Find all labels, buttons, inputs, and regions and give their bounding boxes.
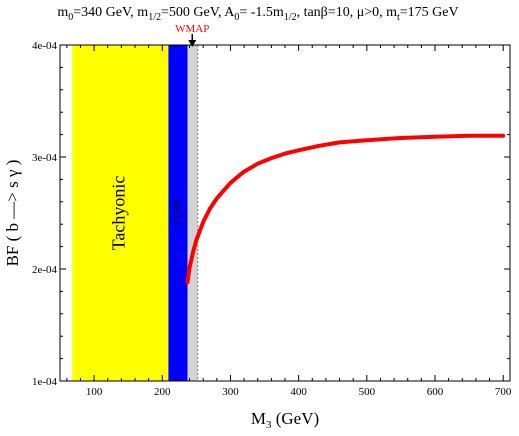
x-tick-label: 200 bbox=[154, 386, 171, 398]
series-line-0 bbox=[185, 133, 506, 285]
wmap-label: WMAP bbox=[175, 23, 209, 35]
ticks-layer: 100 200 300 400 500 600 700 1e-04 2e-04 3e-04 4e-0… bbox=[32, 40, 512, 398]
y-tick-label: 3e-04 bbox=[32, 152, 58, 164]
wmap-arrow-head bbox=[188, 40, 197, 47]
x-axis-label: M3 (GeV) bbox=[251, 409, 319, 431]
regions-layer: Tachyonic τ̃ LSP bbox=[72, 45, 199, 381]
region-2 bbox=[187, 45, 198, 381]
region-0 bbox=[72, 45, 169, 381]
plot-frame bbox=[59, 44, 511, 382]
x-tick-label: 500 bbox=[359, 386, 376, 398]
y-tick-label: 4e-04 bbox=[32, 40, 58, 52]
x-tick-label: 700 bbox=[495, 386, 512, 398]
x-tick-label: 400 bbox=[290, 386, 307, 398]
series-layer bbox=[185, 133, 506, 285]
chart-title: m0=340 GeV, m1/2=500 GeV, A0= -1.5m1/2, … bbox=[57, 5, 458, 23]
y-tick-label: 1e-04 bbox=[32, 376, 58, 388]
region-1 bbox=[168, 45, 188, 381]
x-tick-label: 100 bbox=[86, 386, 103, 398]
x-tick-label: 600 bbox=[427, 386, 444, 398]
y-tick-label: 2e-04 bbox=[32, 264, 58, 276]
region-label-1: τ̃ LSP bbox=[171, 200, 183, 226]
y-axis-label: BF ( b —> s γ ) bbox=[3, 160, 22, 267]
region-label-0: Tachyonic bbox=[108, 176, 128, 251]
wmap-annotation: WMAP bbox=[175, 23, 209, 47]
x-tick-label: 300 bbox=[222, 386, 239, 398]
